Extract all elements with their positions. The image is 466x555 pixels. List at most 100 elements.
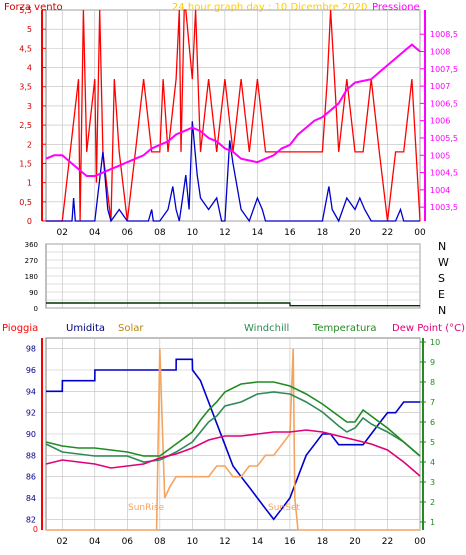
- solar-label: Solar: [118, 323, 144, 334]
- x-tick-label: 14: [252, 537, 264, 547]
- temperature-tick-label: 10: [430, 338, 440, 347]
- compass-label: E: [438, 288, 445, 301]
- x-tick-label: 18: [317, 228, 329, 238]
- wind-tick-label: 3,5: [19, 83, 32, 92]
- series-line-solar: [46, 348, 420, 531]
- wind-tick-label: 5: [27, 25, 32, 34]
- x-tick-label: 06: [122, 537, 134, 547]
- wind-tick-label: 1: [27, 179, 32, 188]
- direction-tick-label: 90: [29, 289, 38, 297]
- pressure-tick-label: 1005: [430, 151, 450, 160]
- humidity-tick-label: 88: [26, 451, 36, 460]
- humidity-tick-label: 86: [26, 473, 36, 482]
- direction-tick-label: 360: [25, 241, 38, 249]
- temperature-tick-label: 5: [430, 438, 435, 447]
- series-line-umidita: [46, 358, 420, 521]
- x-tick-label: 20: [349, 537, 361, 547]
- rain-label: Pioggia: [2, 323, 38, 334]
- x-tick-label: 20: [349, 228, 361, 238]
- x-tick-label: 10: [187, 228, 199, 238]
- x-tick-label: 22: [382, 228, 393, 238]
- pressure-tick-label: 1006: [430, 117, 450, 126]
- x-tick-label: 04: [89, 228, 101, 238]
- humidity-tick-label: 90: [26, 430, 36, 439]
- x-tick-label: 00: [414, 537, 426, 547]
- wind-tick-label: 0,5: [19, 198, 32, 207]
- wind-tick-label: 2,5: [19, 121, 32, 130]
- pressure-tick-label: 1005,5: [430, 134, 458, 143]
- direction-tick-label: 270: [25, 257, 38, 265]
- pressure-tick-label: 1008,5: [430, 30, 458, 39]
- series-line-forza-vento-media: [46, 121, 420, 223]
- x-tick-label: 14: [252, 228, 264, 238]
- pressure-tick-label: 1007: [430, 82, 450, 91]
- windchill-label: Windchill: [244, 323, 289, 334]
- temperature-label: Temperatura: [312, 323, 377, 334]
- wind-pressure-panel: 00,511,522,533,544,555,5 1003,510041004,…: [4, 2, 458, 238]
- series-line-dew-point: [45, 429, 421, 477]
- series-line-windchill: [45, 391, 421, 463]
- compass-label: N: [438, 304, 446, 317]
- compass-label: N: [438, 240, 446, 253]
- pressure-tick-label: 1006,5: [430, 99, 458, 108]
- wind-tick-label: 2: [27, 140, 32, 149]
- x-tick-label: 08: [154, 537, 166, 547]
- wind-tick-label: 0: [27, 217, 32, 226]
- temperature-tick-label: 6: [430, 418, 435, 427]
- x-tick-label: 12: [219, 537, 230, 547]
- x-tick-label: 06: [122, 228, 134, 238]
- wind-tick-label: 4,5: [19, 44, 32, 53]
- wind-tick-label: 3: [27, 102, 32, 111]
- humidity-tick-label: 84: [26, 494, 36, 503]
- x-tick-label: 16: [284, 228, 296, 238]
- temperature-tick-label: 7: [430, 398, 435, 407]
- temperature-tick-label: 3: [430, 478, 435, 487]
- dewpoint-label: Dew Point (°C): [392, 323, 465, 334]
- humidity-tick-label: 98: [26, 345, 36, 354]
- wind-axis-label: Forza vento: [4, 2, 63, 13]
- temperature-tick-label: 8: [430, 378, 435, 387]
- humidity-label: Umidita: [66, 323, 105, 334]
- pressure-axis-label: Pressione: [372, 2, 420, 13]
- series-line-pressione: [45, 43, 421, 177]
- series-line-temperatura: [45, 381, 421, 457]
- compass-label: W: [438, 256, 449, 269]
- x-tick-label: 12: [219, 228, 230, 238]
- x-tick-label: 04: [89, 537, 101, 547]
- x-tick-label: 16: [284, 537, 296, 547]
- x-tick-label: 18: [317, 537, 329, 547]
- x-tick-label: 10: [187, 537, 199, 547]
- compass-label: S: [438, 272, 445, 285]
- temperature-tick-label: 1: [430, 518, 435, 527]
- sunset-label: SunSet: [268, 503, 300, 513]
- humidity-tick-label: 92: [26, 409, 36, 418]
- pressure-tick-label: 1008: [430, 48, 450, 57]
- wind-tick-label: 1,5: [19, 159, 32, 168]
- humidity-tick-label: 94: [26, 387, 36, 396]
- temperature-tick-label: 2: [430, 498, 435, 507]
- wind-pressure-frame: [45, 9, 421, 222]
- rain-tick-label: 0: [33, 525, 38, 534]
- wind-tick-label: 4: [27, 64, 32, 73]
- pressure-tick-label: 1007,5: [430, 65, 458, 74]
- x-tick-label: 02: [57, 537, 68, 547]
- x-tick-label: 00: [414, 228, 426, 238]
- x-tick-label: 22: [382, 537, 393, 547]
- direction-tick-label: 180: [25, 273, 38, 281]
- temperature-tick-label: 9: [430, 358, 435, 367]
- humidity-tick-label: 82: [26, 515, 36, 524]
- x-tick-label: 02: [57, 228, 68, 238]
- temperature-tick-label: 4: [430, 458, 435, 467]
- wind-tick-label: 5,5: [19, 6, 32, 15]
- pressure-tick-label: 1004: [430, 186, 450, 195]
- series-line-wind-direction: [46, 302, 420, 307]
- x-tick-label: 08: [154, 228, 166, 238]
- pressure-tick-label: 1003,5: [430, 203, 458, 212]
- pressure-tick-label: 1004,5: [430, 169, 458, 178]
- humidity-tick-label: 96: [26, 366, 36, 375]
- direction-tick-label: 0: [34, 305, 38, 313]
- graph-title: 24 hour graph day : 10 Dicembre 2020: [172, 2, 367, 13]
